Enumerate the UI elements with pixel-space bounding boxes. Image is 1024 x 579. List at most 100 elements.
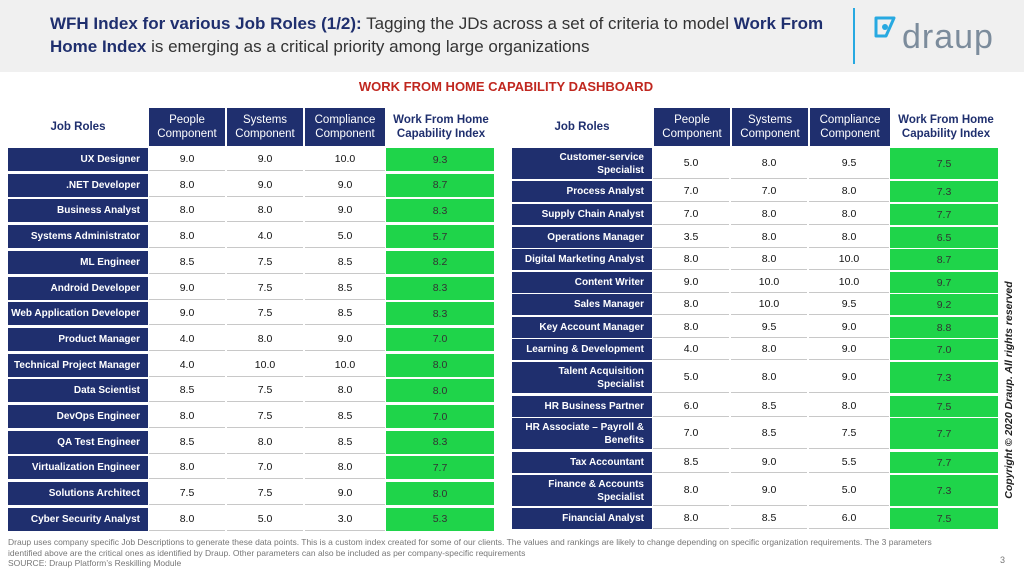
col-header-systems: Systems Component xyxy=(732,108,808,146)
cell-people: 8.0 xyxy=(653,317,729,338)
cell-role: Tax Accountant xyxy=(512,452,652,473)
cell-compliance: 8.0 xyxy=(305,379,385,403)
cell-people: 8.0 xyxy=(653,249,729,270)
table-row: Customer-service Specialist 5.0 8.0 9.5 7.5 xyxy=(512,148,998,179)
cell-index: 7.7 xyxy=(386,456,494,480)
cell-systems: 8.0 xyxy=(731,339,807,360)
table-row: Key Account Manager 8.0 9.5 9.0 8.8 xyxy=(512,317,998,338)
cell-index: 7.5 xyxy=(890,148,998,179)
cell-people: 8.5 xyxy=(653,452,729,473)
table-row: ML Engineer 8.5 7.5 8.5 8.2 xyxy=(8,250,494,274)
cell-index: 5.3 xyxy=(386,507,494,531)
cell-index: 5.7 xyxy=(386,225,494,249)
cell-compliance: 10.0 xyxy=(305,353,385,377)
cell-compliance: 9.0 xyxy=(809,339,889,360)
title-tail: is emerging as a critical priority among… xyxy=(146,37,590,56)
cell-compliance: 8.0 xyxy=(305,456,385,480)
cell-index: 7.0 xyxy=(890,339,998,360)
cell-people: 8.0 xyxy=(149,173,225,197)
cell-index: 7.7 xyxy=(890,418,998,449)
cell-index: 7.3 xyxy=(890,475,998,506)
table-row: .NET Developer 8.0 9.0 9.0 8.7 xyxy=(8,173,494,197)
title-text: Tagging the JDs across a set of criteria… xyxy=(361,14,734,33)
cell-people: 7.0 xyxy=(653,181,729,202)
cell-role: Product Manager xyxy=(8,327,148,351)
cell-role: QA Test Engineer xyxy=(8,430,148,454)
slide-header: WFH Index for various Job Roles (1/2): T… xyxy=(0,0,1024,72)
cell-compliance: 10.0 xyxy=(305,148,385,171)
cell-people: 8.0 xyxy=(149,456,225,480)
cell-role: Learning & Development xyxy=(512,339,652,360)
cell-people: 8.0 xyxy=(653,475,729,506)
cell-index: 7.3 xyxy=(890,362,998,393)
cell-people: 8.5 xyxy=(149,379,225,403)
cell-systems: 8.5 xyxy=(731,508,807,529)
cell-systems: 8.5 xyxy=(731,418,807,449)
cell-people: 8.0 xyxy=(149,199,225,223)
table-row: Virtualization Engineer 8.0 7.0 8.0 7.7 xyxy=(8,456,494,480)
cell-compliance: 10.0 xyxy=(809,249,889,270)
cell-compliance: 8.0 xyxy=(809,227,889,248)
cell-systems: 5.0 xyxy=(227,507,303,531)
cell-people: 7.0 xyxy=(653,418,729,449)
cell-index: 7.7 xyxy=(890,204,998,225)
table-row: Tax Accountant 8.5 9.0 5.5 7.7 xyxy=(512,452,998,473)
cell-systems: 8.5 xyxy=(731,396,807,417)
col-header-index: Work From Home Capability Index xyxy=(393,114,489,140)
cell-people: 8.5 xyxy=(149,430,225,454)
cell-people: 7.5 xyxy=(149,482,225,506)
cell-role: Key Account Manager xyxy=(512,317,652,338)
cell-people: 4.0 xyxy=(149,353,225,377)
cell-compliance: 9.0 xyxy=(809,317,889,338)
cell-compliance: 7.5 xyxy=(809,418,889,449)
table-row: Operations Manager 3.5 8.0 8.0 6.5 xyxy=(512,227,998,248)
cell-index: 8.7 xyxy=(386,173,494,197)
table-row: Business Analyst 8.0 8.0 9.0 8.3 xyxy=(8,199,494,223)
cell-systems: 8.0 xyxy=(227,199,303,223)
logo-divider xyxy=(853,8,855,64)
cell-systems: 7.5 xyxy=(227,482,303,506)
cell-compliance: 8.5 xyxy=(305,250,385,274)
copyright-notice: Copyright © 2020 Draup. All rights reser… xyxy=(1003,281,1015,499)
cell-role: Finance & Accounts Specialist xyxy=(512,475,652,506)
draup-logo: draup xyxy=(868,14,1008,60)
cell-role: Business Analyst xyxy=(8,199,148,223)
cell-index: 9.2 xyxy=(890,294,998,315)
cell-index: 8.2 xyxy=(386,250,494,274)
cell-index: 7.5 xyxy=(890,396,998,417)
cell-systems: 4.0 xyxy=(227,225,303,249)
cell-compliance: 8.0 xyxy=(809,204,889,225)
cell-people: 4.0 xyxy=(653,339,729,360)
col-header-systems: Systems Component xyxy=(227,108,303,146)
cell-people: 6.0 xyxy=(653,396,729,417)
cell-compliance: 3.0 xyxy=(305,507,385,531)
cell-index: 8.0 xyxy=(386,379,494,403)
cell-people: 7.0 xyxy=(653,204,729,225)
cell-compliance: 9.0 xyxy=(305,173,385,197)
cell-role: .NET Developer xyxy=(8,173,148,197)
cell-people: 9.0 xyxy=(149,302,225,326)
col-header-people: People Component xyxy=(654,108,730,146)
dashboard-title: WORK FROM HOME CAPABILITY DASHBOARD xyxy=(358,79,654,94)
cell-compliance: 8.5 xyxy=(305,430,385,454)
cell-people: 9.0 xyxy=(653,272,729,293)
cell-role: Android Developer xyxy=(8,276,148,300)
table-row: QA Test Engineer 8.5 8.0 8.5 8.3 xyxy=(8,430,494,454)
cell-role: Solutions Architect xyxy=(8,482,148,506)
cell-systems: 7.5 xyxy=(227,276,303,300)
cell-role: Virtualization Engineer xyxy=(8,456,148,480)
cell-systems: 8.0 xyxy=(731,204,807,225)
cell-role: Data Scientist xyxy=(8,379,148,403)
cell-index: 8.0 xyxy=(386,353,494,377)
footnote: Draup uses company specific Job Descript… xyxy=(8,537,948,569)
cell-people: 8.0 xyxy=(149,225,225,249)
slide-title: WFH Index for various Job Roles (1/2): T… xyxy=(50,12,830,58)
cell-role: Financial Analyst xyxy=(512,508,652,529)
cell-role: Systems Administrator xyxy=(8,225,148,249)
table-row: HR Business Partner 6.0 8.5 8.0 7.5 xyxy=(512,396,998,417)
cell-systems: 8.0 xyxy=(731,362,807,393)
cell-systems: 10.0 xyxy=(731,294,807,315)
cell-role: Process Analyst xyxy=(512,181,652,202)
cell-people: 5.0 xyxy=(653,148,729,179)
table-row: UX Designer 9.0 9.0 10.0 9.3 xyxy=(8,148,494,171)
